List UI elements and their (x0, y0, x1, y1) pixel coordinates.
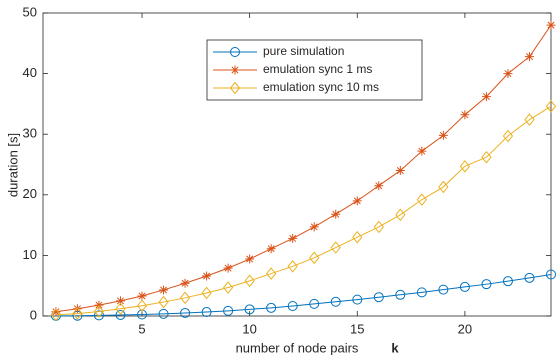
x-tick-label: 10 (242, 321, 256, 336)
marker (373, 220, 384, 234)
x-axis-label: number of node pairs (236, 340, 359, 355)
x-axis-symbol: k (391, 340, 399, 355)
marker (288, 233, 298, 243)
marker (460, 110, 470, 120)
marker (395, 166, 405, 176)
marker (438, 180, 449, 194)
y-tick-label: 10 (23, 247, 37, 262)
marker (524, 272, 535, 283)
legend-marker (230, 65, 240, 75)
x-tick-label: 20 (458, 321, 472, 336)
marker (266, 244, 276, 254)
y-tick-label: 30 (23, 126, 37, 141)
marker (395, 208, 406, 222)
marker (502, 276, 513, 287)
marker (94, 300, 104, 310)
y-tick-label: 0 (30, 307, 37, 322)
marker (266, 302, 277, 313)
legend-marker (229, 81, 241, 95)
marker (481, 279, 492, 290)
marker (115, 296, 125, 306)
marker (352, 196, 362, 206)
legend: pure simulation emulation sync 1 ms emulat… (206, 39, 423, 101)
y-tick-label: 40 (23, 65, 37, 80)
marker (502, 129, 514, 143)
marker (545, 100, 557, 113)
marker (331, 209, 341, 219)
marker (158, 308, 169, 319)
marker (309, 251, 320, 265)
marker (459, 160, 471, 173)
y-axis-label: duration [s] (5, 133, 20, 197)
marker (524, 113, 535, 126)
marker (309, 298, 320, 309)
marker (159, 285, 169, 295)
marker (115, 309, 126, 320)
series-line (55, 273, 552, 317)
y-tick-label: 20 (23, 186, 37, 201)
marker (136, 299, 148, 312)
marker (352, 230, 363, 244)
y-tick-label: 50 (23, 4, 37, 19)
marker (546, 269, 556, 280)
marker (245, 254, 255, 264)
marker (51, 307, 61, 317)
marker (459, 281, 470, 292)
marker (287, 260, 298, 273)
marker (180, 278, 190, 288)
marker (374, 181, 384, 191)
marker (93, 305, 105, 318)
legend-marker (230, 47, 240, 57)
marker (395, 289, 406, 300)
marker (137, 309, 148, 320)
marker (546, 20, 556, 30)
marker (72, 307, 83, 320)
marker (137, 291, 147, 301)
marker (223, 305, 234, 316)
marker (223, 263, 233, 273)
marker (481, 92, 491, 102)
marker (438, 130, 448, 140)
legend-label: emulation sync 1 ms (263, 62, 372, 76)
marker (287, 301, 298, 312)
marker (309, 222, 319, 232)
marker (180, 307, 191, 318)
marker (158, 295, 169, 309)
series-line (55, 24, 552, 313)
marker (179, 291, 191, 305)
marker (352, 294, 363, 305)
marker (244, 274, 255, 288)
marker (438, 284, 449, 295)
marker (50, 308, 62, 322)
marker (416, 193, 427, 206)
legend-label: pure simulation (263, 44, 344, 58)
legend-label: emulation sync 10 ms (263, 80, 379, 94)
marker (481, 150, 492, 164)
marker (373, 292, 384, 303)
marker (244, 304, 255, 315)
marker (93, 310, 104, 321)
x-tick-label: 15 (350, 321, 364, 336)
marker (201, 307, 212, 318)
marker (503, 69, 513, 79)
marker (201, 286, 212, 300)
marker (330, 296, 341, 307)
marker (416, 287, 427, 298)
marker (417, 146, 427, 156)
marker (330, 241, 341, 254)
marker (524, 52, 534, 62)
marker (115, 302, 126, 316)
marker (222, 281, 234, 294)
marker (266, 267, 277, 280)
marker (202, 271, 212, 281)
x-tick-label: 5 (138, 321, 145, 336)
